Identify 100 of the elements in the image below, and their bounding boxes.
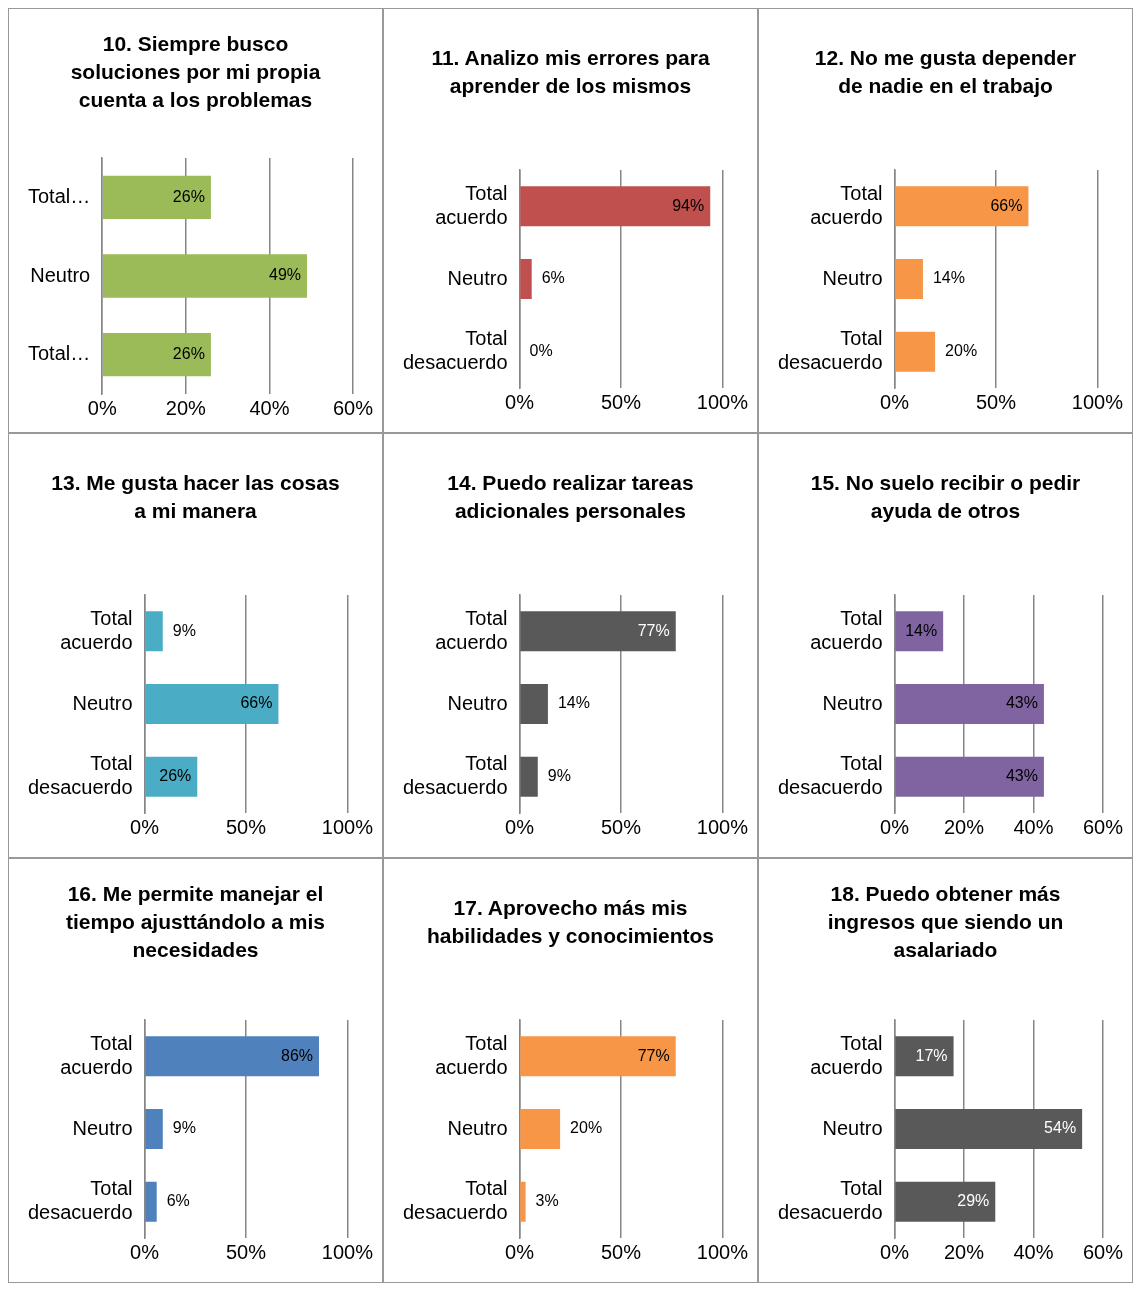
y-tick-label: Neutro bbox=[29, 263, 90, 286]
y-tick-label: Total desacuerdo bbox=[402, 327, 508, 374]
x-tick-label: 20% bbox=[943, 815, 984, 838]
y-tick-label: Total desacuerdo bbox=[402, 752, 508, 799]
y-tick-label: Neutro bbox=[821, 1116, 883, 1139]
data-label: 17% bbox=[915, 1046, 948, 1064]
data-label: 9% bbox=[547, 767, 571, 785]
x-tick-label: 0% bbox=[504, 1240, 534, 1263]
x-tick-label: 0% bbox=[879, 815, 909, 838]
data-label: 43% bbox=[1005, 694, 1038, 712]
data-label: 20% bbox=[944, 342, 977, 360]
x-tick-label: 60% bbox=[1082, 815, 1123, 838]
x-tick-label: 50% bbox=[975, 390, 1016, 413]
bar bbox=[144, 1109, 163, 1149]
y-tick-label: Neutro bbox=[446, 1116, 508, 1139]
chart-title: 13. Me gusta hacer las cosas a mi manera bbox=[50, 469, 341, 524]
y-tick-label: Total desacuerdo bbox=[27, 1177, 133, 1224]
bar bbox=[894, 1181, 995, 1222]
bar bbox=[519, 611, 676, 652]
y-tick-label: Neutro bbox=[446, 691, 508, 714]
bar bbox=[144, 611, 163, 652]
data-label: 86% bbox=[280, 1046, 313, 1064]
bar bbox=[894, 186, 1028, 227]
x-tick-label: 50% bbox=[225, 1240, 266, 1263]
x-tick-label: 40% bbox=[1012, 1240, 1054, 1263]
data-label: 26% bbox=[158, 767, 191, 785]
y-tick-label: Neutro bbox=[71, 1116, 133, 1139]
y-tick-label: Total desacuerdo bbox=[27, 752, 133, 799]
data-label: 66% bbox=[239, 694, 272, 712]
y-tick-label: Total acuerdo bbox=[434, 606, 508, 653]
y-tick-label: Total acuerdo bbox=[434, 181, 508, 228]
data-label: 3% bbox=[535, 1192, 559, 1210]
x-tick-label: 0% bbox=[879, 390, 909, 413]
y-tick-label: Total desacuerdo bbox=[777, 752, 883, 799]
chart-title: 15. No suelo recibir o pedir ayuda de otros bbox=[809, 469, 1082, 524]
data-label: 9% bbox=[172, 1119, 196, 1137]
bar bbox=[894, 331, 935, 372]
y-tick-label: Neutro bbox=[821, 691, 883, 714]
data-label: 6% bbox=[541, 269, 565, 287]
x-tick-label: 50% bbox=[600, 1240, 641, 1263]
chart-title: 17. Aprovecho más mis habilidades y conocimientos bbox=[425, 894, 716, 949]
x-tick-label: 40% bbox=[248, 396, 290, 419]
data-label: 49% bbox=[268, 266, 301, 284]
x-tick-label: 0% bbox=[129, 1240, 159, 1263]
y-tick-label: Total acuerdo bbox=[59, 606, 133, 653]
data-label: 77% bbox=[637, 621, 670, 639]
y-tick-label: Total acuerdo bbox=[59, 1031, 133, 1078]
data-label: 14% bbox=[932, 269, 965, 287]
bar bbox=[144, 1181, 157, 1222]
y-tick-label: Total acuerdo bbox=[434, 1031, 508, 1078]
x-tick-label: 0% bbox=[87, 396, 117, 419]
chart-title: 18. Puedo obtener más ingresos que siendo un asalariado bbox=[826, 880, 1065, 963]
data-label: 14% bbox=[557, 694, 590, 712]
y-tick-label: Total acuerdo bbox=[809, 1031, 883, 1078]
y-tick-label: Neutro bbox=[821, 266, 883, 289]
data-label: 20% bbox=[569, 1119, 602, 1137]
y-tick-label: Total acuerdo bbox=[809, 606, 883, 653]
data-label: 0% bbox=[529, 342, 553, 360]
data-label: 6% bbox=[166, 1192, 190, 1210]
chart-title: 14. Puedo realizar tareas adicionales personales bbox=[446, 469, 695, 524]
chart-title: 16. Me permite manejar el tiempo ajusttándolo a mis necesidades bbox=[64, 880, 326, 963]
bar bbox=[519, 1181, 526, 1222]
y-tick-label: Total desacuerdo bbox=[402, 1177, 508, 1224]
chart-title: 10. Siempre busco soluciones por mi propia cuenta a los problemas bbox=[69, 30, 322, 113]
x-tick-label: 20% bbox=[165, 396, 206, 419]
bar bbox=[894, 1109, 1082, 1149]
data-label: 9% bbox=[172, 621, 196, 639]
x-tick-label: 50% bbox=[225, 815, 266, 838]
data-label: 94% bbox=[671, 196, 704, 214]
x-tick-label: 0% bbox=[504, 815, 534, 838]
x-tick-label: 0% bbox=[504, 390, 534, 413]
x-tick-label: 40% bbox=[1012, 815, 1054, 838]
x-tick-label: 0% bbox=[879, 1240, 909, 1263]
chart-title: 12. No me gusta depender de nadie en el trabajo bbox=[813, 44, 1078, 99]
bar bbox=[144, 684, 278, 724]
y-tick-label: Total acuerdo bbox=[809, 181, 883, 228]
x-tick-label: 20% bbox=[943, 1240, 984, 1263]
x-tick-label: 100% bbox=[696, 815, 748, 838]
x-tick-label: 100% bbox=[321, 1240, 373, 1263]
bar bbox=[894, 1036, 954, 1077]
x-tick-label: 60% bbox=[332, 396, 373, 419]
data-label: 26% bbox=[172, 345, 205, 363]
x-tick-label: 60% bbox=[1082, 1240, 1123, 1263]
bar bbox=[519, 756, 538, 797]
bar bbox=[144, 1036, 319, 1077]
bar bbox=[519, 1109, 560, 1149]
x-tick-label: 50% bbox=[600, 815, 641, 838]
data-label: 14% bbox=[904, 621, 937, 639]
y-tick-label: Total desacuerdo bbox=[777, 1177, 883, 1224]
chart-title: 11. Analizo mis errores para aprender de los mismos bbox=[430, 44, 711, 99]
data-label: 66% bbox=[989, 196, 1022, 214]
x-tick-label: 0% bbox=[129, 815, 159, 838]
x-tick-label: 100% bbox=[321, 815, 373, 838]
y-tick-label: Total… bbox=[27, 184, 90, 207]
x-tick-label: 50% bbox=[600, 390, 641, 413]
x-tick-label: 100% bbox=[696, 390, 748, 413]
x-tick-label: 100% bbox=[696, 1240, 748, 1263]
data-label: 54% bbox=[1043, 1119, 1076, 1137]
data-label: 26% bbox=[172, 187, 205, 205]
y-tick-label: Neutro bbox=[446, 266, 508, 289]
